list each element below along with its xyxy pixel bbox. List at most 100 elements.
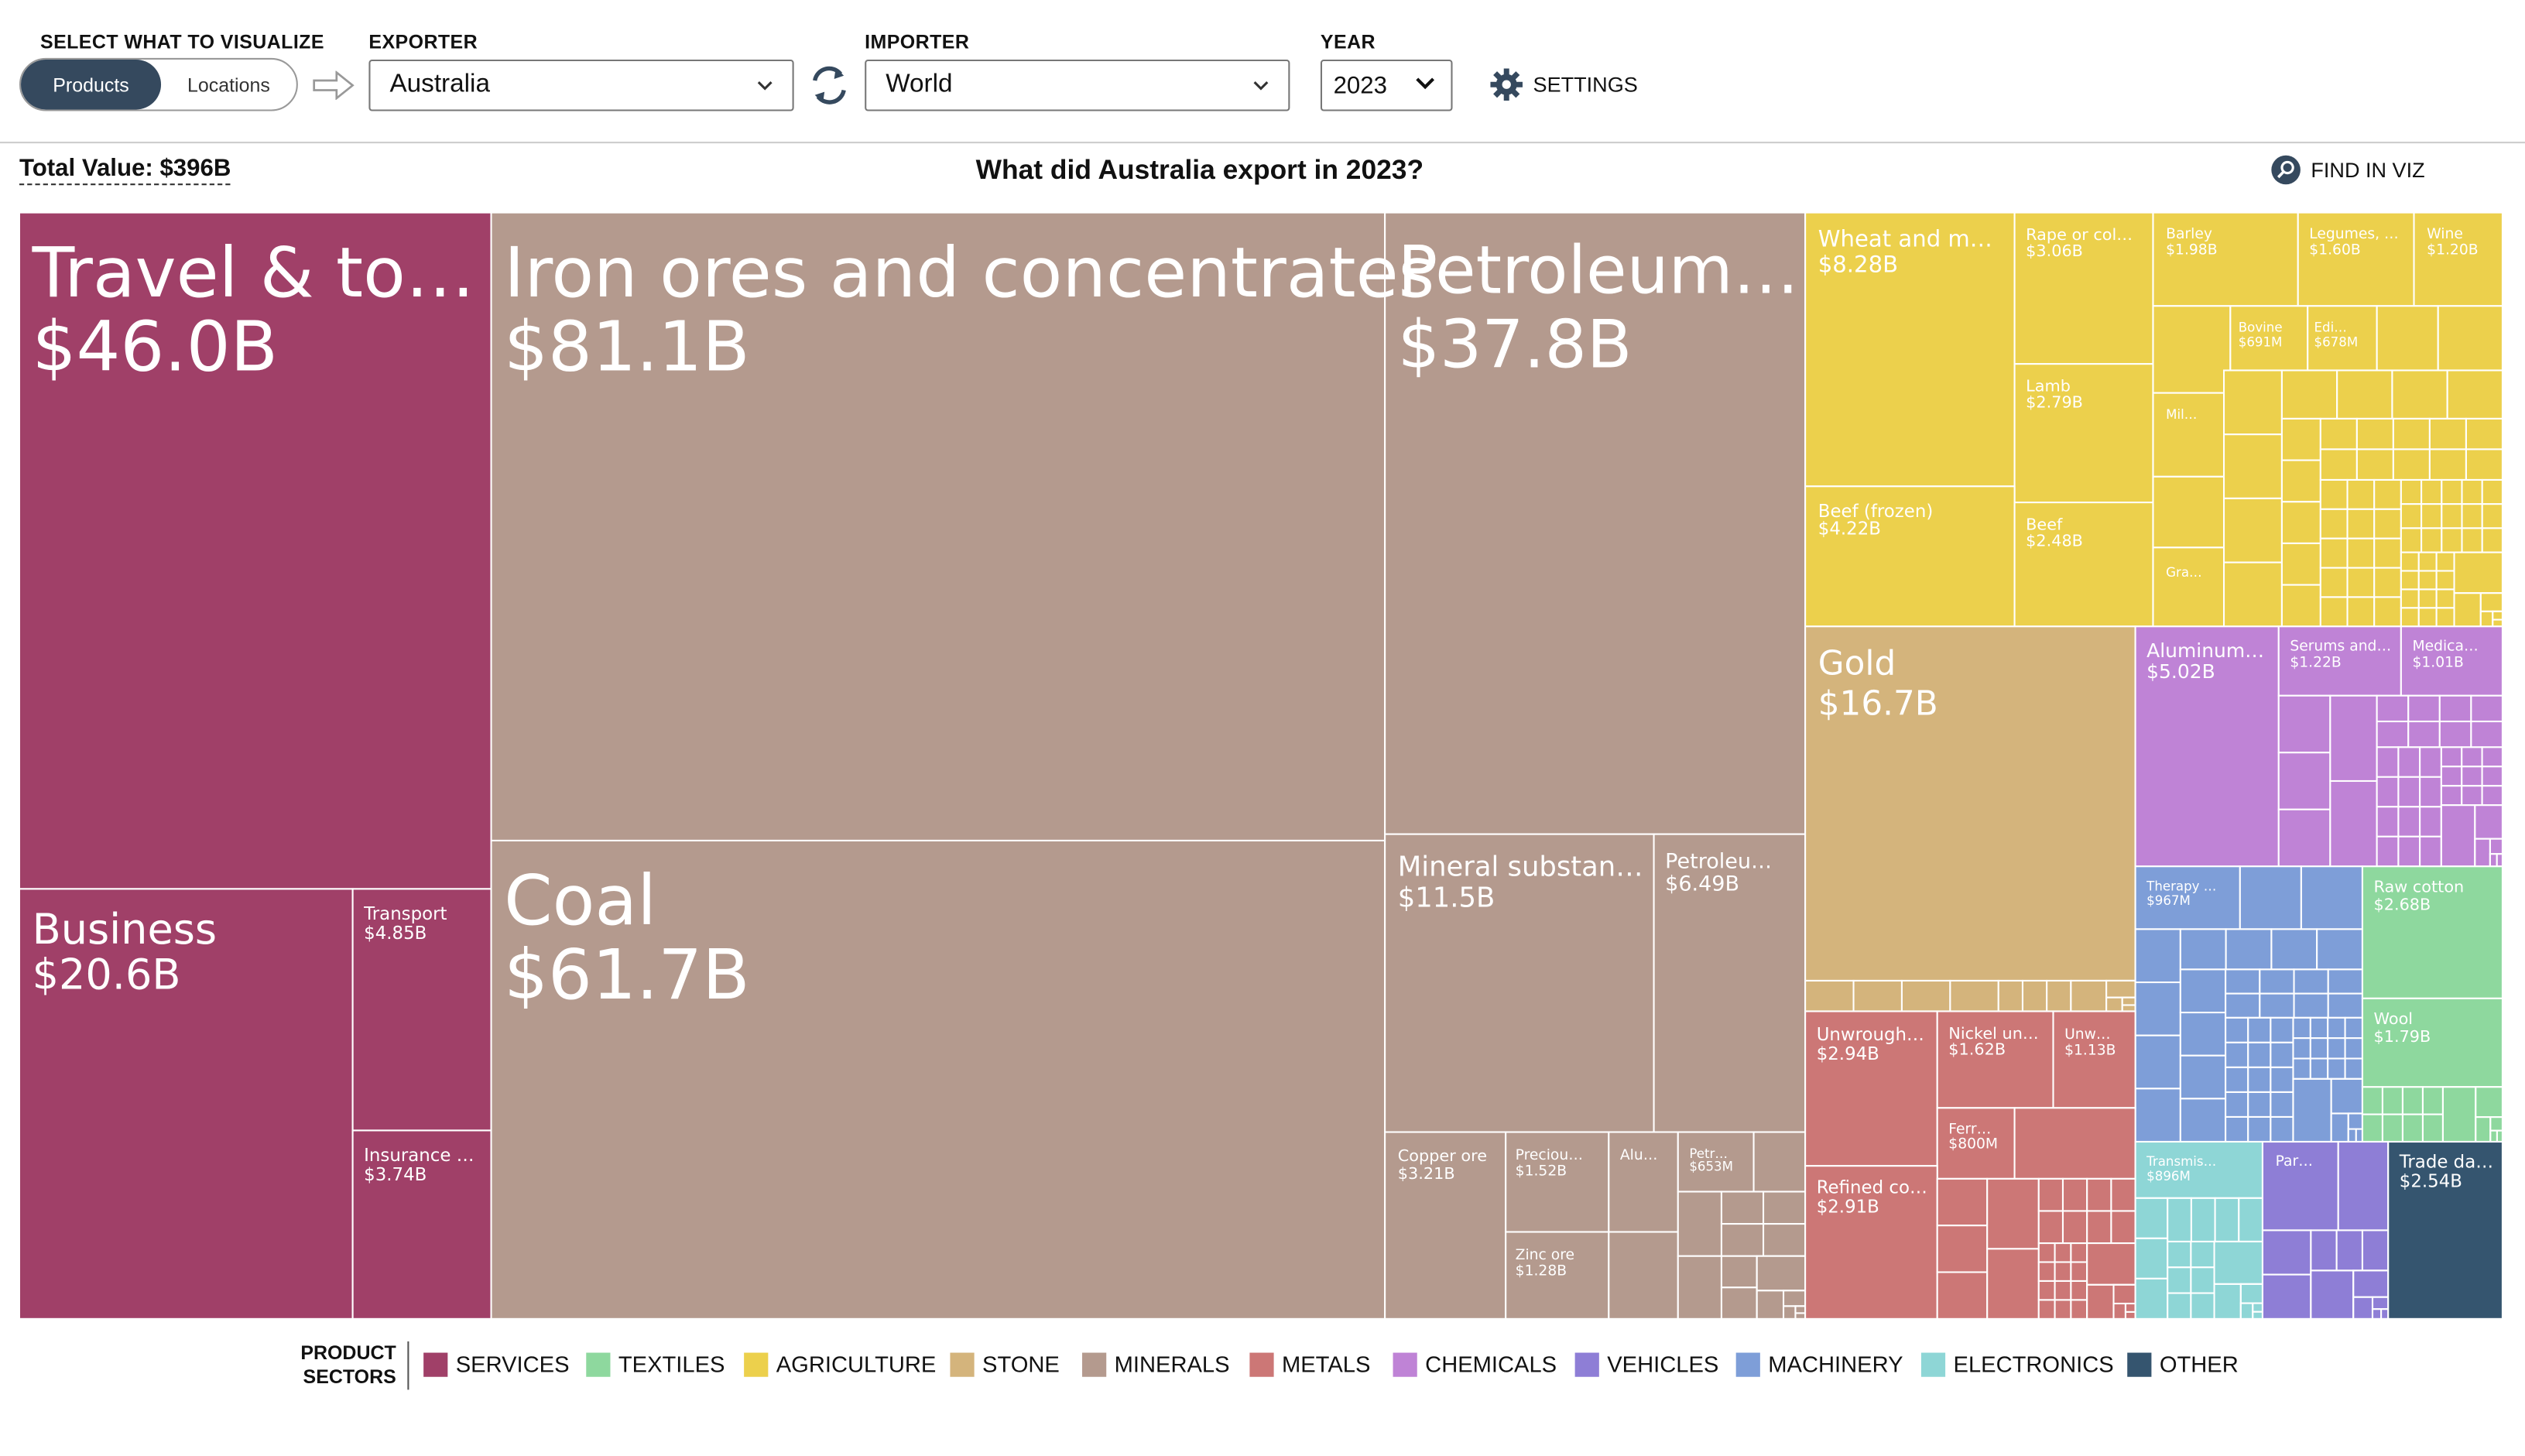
treemap-tile-small[interactable]	[2225, 968, 2261, 995]
tile-metals-small[interactable]	[2013, 1107, 2136, 1180]
treemap-tile-small[interactable]	[2037, 1210, 2064, 1245]
treemap-tile-small[interactable]	[2391, 369, 2448, 420]
treemap-tile-small[interactable]	[2400, 551, 2420, 572]
treemap-tile-small[interactable]	[2400, 570, 2420, 591]
treemap-tile-small[interactable]	[2489, 1116, 2503, 1132]
treemap-tile-small[interactable]	[2489, 838, 2503, 855]
locations-toggle-button[interactable]: Locations	[187, 73, 270, 96]
treemap-tile-small[interactable]	[2167, 1240, 2192, 1269]
treemap-tile-small[interactable]	[2421, 1086, 2444, 1115]
treemap-tile-small[interactable]	[2037, 1261, 2056, 1282]
treemap-tile-small[interactable]	[2134, 928, 2181, 984]
treemap-tile-small[interactable]	[2346, 478, 2376, 510]
treemap-tile-small[interactable]	[2400, 503, 2423, 529]
tile-coal[interactable]	[490, 839, 1386, 1320]
treemap-tile-small[interactable]	[2293, 992, 2329, 1019]
treemap-tile-small[interactable]	[2261, 1273, 2312, 1320]
treemap-tile-small[interactable]	[2280, 369, 2338, 420]
treemap-tile-small[interactable]	[2397, 746, 2421, 778]
treemap-tile-small[interactable]	[2441, 478, 2463, 505]
treemap-tile-small[interactable]	[2346, 567, 2376, 598]
treemap-tile-small[interactable]	[2061, 1177, 2088, 1212]
treemap-tile-small[interactable]	[2441, 1086, 2477, 1143]
treemap-tile-small[interactable]	[2481, 785, 2503, 807]
treemap-tile-small[interactable]	[2346, 596, 2376, 628]
treemap-tile-small[interactable]	[2222, 369, 2283, 436]
treemap-tile-small[interactable]	[2376, 806, 2400, 838]
tile-agri-small[interactable]	[2437, 305, 2503, 372]
treemap-tile-small[interactable]	[2179, 928, 2227, 971]
treemap-tile-small[interactable]	[2440, 785, 2463, 807]
treemap-tile-small[interactable]	[2309, 1057, 2329, 1080]
treemap-tile-small[interactable]	[2400, 588, 2420, 609]
treemap-tile-small[interactable]	[2222, 561, 2283, 628]
treemap-tile-small[interactable]	[1720, 1286, 1758, 1320]
treemap-tile-small[interactable]	[1756, 1290, 1785, 1320]
treemap-tile-small[interactable]	[2371, 1296, 2390, 1310]
treemap-tile-small[interactable]	[2222, 433, 2283, 499]
treemap-tile-small[interactable]	[1783, 1305, 1797, 1320]
treemap-tile-small[interactable]	[2421, 527, 2443, 553]
treemap-tile-small[interactable]	[2397, 806, 2421, 838]
treemap-tile-small[interactable]	[2292, 1016, 2311, 1040]
tile-agri-small[interactable]	[2152, 475, 2225, 549]
treemap-tile-small[interactable]	[2086, 1242, 2136, 1286]
tile-aluminum[interactable]	[2134, 625, 2280, 868]
treemap-tile-small[interactable]	[2470, 720, 2503, 749]
treemap-tile-small[interactable]	[2280, 459, 2321, 503]
treemap-tile-small[interactable]	[2277, 752, 2331, 810]
treemap-tile-small[interactable]	[1936, 1225, 1989, 1273]
treemap-tile-small[interactable]	[2225, 992, 2261, 1019]
treemap-tile-small[interactable]	[2344, 1037, 2363, 1060]
treemap-tile-small[interactable]	[2247, 1066, 2272, 1093]
tile-copper-ore[interactable]	[1384, 1131, 1507, 1320]
treemap-tile-small[interactable]	[2167, 1292, 2192, 1320]
year-select[interactable]: 2023	[1320, 59, 1453, 111]
treemap-tile-small[interactable]	[2330, 1077, 2363, 1115]
treemap-tile-small[interactable]	[2037, 1177, 2064, 1212]
treemap-tile-small[interactable]	[2417, 551, 2438, 572]
tile-barley[interactable]	[2152, 211, 2299, 307]
tile-trade-data[interactable]	[2387, 1140, 2503, 1320]
treemap-tile-small[interactable]	[2327, 992, 2363, 1019]
treemap-tile-small[interactable]	[1762, 1190, 1807, 1225]
treemap-tile-small[interactable]	[2225, 1066, 2249, 1093]
treemap-tile-small[interactable]	[2252, 1310, 2264, 1320]
treemap-tile-small[interactable]	[2319, 537, 2349, 569]
treemap-tile-small[interactable]	[2310, 1229, 2338, 1272]
tile-bovine[interactable]	[2229, 305, 2309, 372]
treemap-tile-small[interactable]	[2465, 417, 2503, 451]
treemap-tile-small[interactable]	[2070, 1242, 2088, 1263]
treemap-tile-small[interactable]	[2481, 478, 2503, 505]
treemap-tile-small[interactable]	[2086, 1177, 2112, 1212]
treemap-tile-small[interactable]	[2239, 865, 2302, 930]
treemap-tile-small[interactable]	[2252, 1302, 2264, 1313]
tile-vehicles-small[interactable]	[2337, 1140, 2390, 1232]
treemap-tile-small[interactable]	[2496, 1129, 2503, 1143]
treemap-tile-small[interactable]	[2124, 1303, 2136, 1313]
treemap-tile-small[interactable]	[2435, 570, 2455, 591]
treemap-tile-small[interactable]	[2435, 551, 2455, 572]
treemap-tile-small[interactable]	[2474, 838, 2491, 868]
treemap-tile-small[interactable]	[2400, 607, 2420, 628]
treemap-tile-small[interactable]	[1900, 979, 1951, 1012]
treemap-tile-small[interactable]	[2179, 1054, 2227, 1100]
settings-button[interactable]: SETTINGS	[1489, 67, 1638, 101]
treemap-tile-small[interactable]	[2222, 497, 2283, 564]
treemap-tile-small[interactable]	[2489, 853, 2498, 868]
treemap-tile-small[interactable]	[2121, 1004, 2136, 1012]
treemap-tile-small[interactable]	[2037, 1242, 2056, 1263]
treemap-tile-small[interactable]	[2438, 720, 2472, 749]
treemap-tile-small[interactable]	[1986, 1248, 2040, 1320]
treemap-tile-small[interactable]	[2401, 1086, 2424, 1115]
treemap-tile-small[interactable]	[2355, 1128, 2363, 1143]
treemap-tile-small[interactable]	[2481, 746, 2503, 768]
tile-agri-small[interactable]	[2376, 305, 2439, 372]
treemap-tile-small[interactable]	[2270, 928, 2318, 971]
treemap-tile-small[interactable]	[2247, 1041, 2272, 1068]
tile-unw[interactable]	[2052, 1010, 2136, 1109]
treemap-tile-small[interactable]	[2373, 478, 2402, 510]
tile-business[interactable]	[18, 888, 354, 1320]
treemap-tile-small[interactable]	[2440, 746, 2463, 768]
treemap-tile-small[interactable]	[2190, 1240, 2215, 1269]
